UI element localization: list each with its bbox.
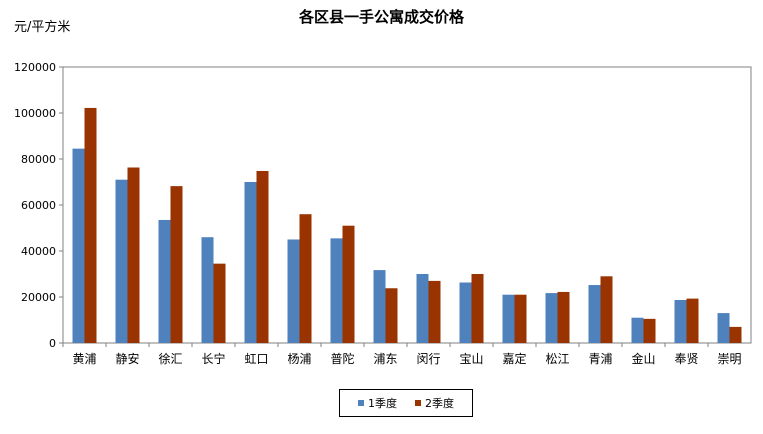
bar-series-1-4 [244, 182, 257, 343]
bar-series-2-6 [342, 225, 355, 343]
x-tick-label: 浦东 [373, 352, 397, 366]
y-tick-label: 40000 [21, 245, 56, 258]
legend: 1季度 2季度 [339, 389, 473, 417]
bar-series-2-2 [170, 186, 183, 343]
bar-series-1-14 [674, 299, 687, 343]
bar-series-2-11 [557, 291, 570, 343]
bar-series-2-5 [299, 214, 312, 343]
x-tick-label: 徐汇 [158, 351, 182, 366]
bar-series-1-7 [373, 270, 386, 343]
bars-group [72, 107, 742, 343]
bar-series-1-12 [588, 285, 601, 343]
bar-series-2-15 [729, 326, 742, 343]
y-tick-label: 100000 [14, 107, 56, 120]
legend-swatch-series-1 [358, 400, 364, 406]
x-tick-label: 杨浦 [287, 351, 311, 366]
x-tick-label: 崇明 [717, 352, 741, 366]
bar-series-2-4 [256, 170, 269, 343]
bar-series-2-12 [600, 276, 613, 343]
bar-series-1-6 [330, 238, 343, 343]
bar-series-1-0 [72, 148, 85, 343]
bar-series-2-0 [84, 107, 97, 343]
x-tick-label: 黄浦 [72, 352, 96, 366]
y-tick-label: 80000 [21, 153, 56, 166]
y-ticks-group: 0 20000 40000 60000 80000 100000 120000 [14, 61, 63, 350]
bar-series-1-1 [115, 179, 128, 343]
x-tick-label: 宝山 [459, 352, 483, 366]
y-tick-label: 120000 [14, 61, 56, 74]
bar-series-2-13 [643, 318, 656, 343]
bar-series-1-5 [287, 239, 300, 343]
bar-series-1-3 [201, 237, 214, 343]
bar-series-2-3 [213, 263, 226, 343]
y-tick-label: 60000 [21, 199, 56, 212]
legend-label-series-2: 2季度 [425, 397, 454, 410]
bar-series-2-14 [686, 298, 699, 343]
y-tick-label: 0 [49, 337, 56, 350]
x-tick-label: 虹口 [244, 352, 268, 366]
x-tick-label: 嘉定 [502, 351, 526, 366]
y-tick-label: 20000 [21, 291, 56, 304]
chart-title: 各区县一手公寓成交价格 [298, 8, 464, 26]
legend-item-series-2: 2季度 [415, 395, 454, 411]
y-axis-unit-label: 元/平方米 [14, 20, 71, 35]
bar-series-1-8 [416, 274, 429, 343]
x-tick-label: 奉贤 [674, 352, 698, 366]
x-ticks-group: 黄浦 静安 徐汇 长宁 虹口 杨浦 普陀 浦东 闵行 宝山 嘉定 松江 青浦 金山 奉贤 崇明 [62, 343, 742, 366]
legend-item-series-1: 1季度 [358, 395, 397, 411]
bar-series-2-1 [127, 167, 140, 343]
bar-series-2-8 [428, 280, 441, 343]
x-tick-label: 普陀 [330, 351, 354, 366]
x-tick-label: 闵行 [416, 351, 440, 366]
bar-series-1-9 [459, 282, 472, 343]
legend-label-series-1: 1季度 [368, 397, 397, 410]
x-tick-label: 松江 [545, 352, 569, 366]
x-tick-label: 青浦 [588, 352, 612, 366]
legend-swatch-series-2 [415, 400, 421, 406]
bar-series-2-10 [514, 294, 527, 343]
bar-series-1-13 [631, 317, 644, 343]
bar-series-1-2 [158, 219, 171, 343]
bar-series-1-15 [717, 313, 730, 343]
x-tick-label: 金山 [631, 351, 655, 366]
x-tick-label: 静安 [115, 351, 139, 366]
bar-series-2-7 [385, 288, 398, 343]
bar-series-1-11 [545, 293, 558, 343]
bar-series-2-9 [471, 274, 484, 343]
x-tick-label: 长宁 [201, 351, 225, 366]
bar-series-1-10 [502, 294, 515, 343]
